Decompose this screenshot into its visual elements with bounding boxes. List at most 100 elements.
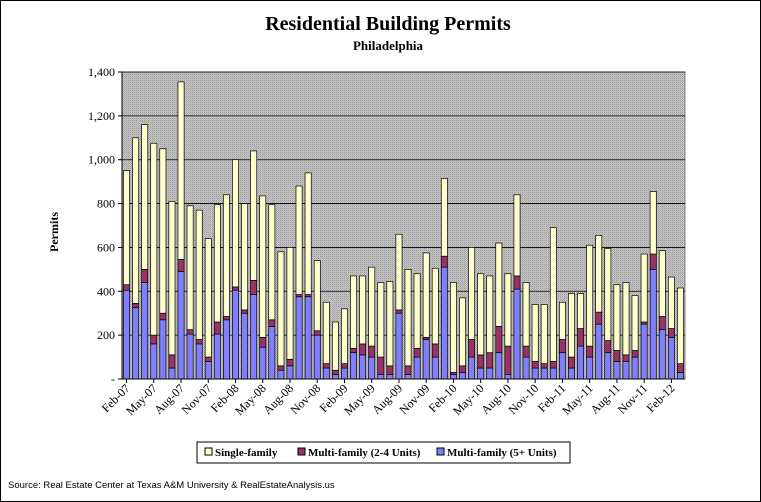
bar-segment-multi-family-2-4 [177, 259, 185, 272]
y-tick-label: 800 [97, 197, 115, 211]
bar-segment-multi-family-2-4 [132, 303, 140, 309]
bar-segment-multi-family-2-4 [586, 345, 594, 358]
bar-segment-single-family [395, 233, 403, 311]
bar-segment-multi-family-5plus [513, 288, 521, 380]
legend-swatch-multi-family-2-4 [297, 447, 306, 456]
bar-segment-single-family [277, 251, 285, 367]
bar-segment-multi-family-5plus [341, 367, 348, 380]
bar-segment-single-family [658, 250, 666, 317]
bar-segment-single-family [540, 304, 548, 365]
bar-segment-single-family [577, 293, 585, 329]
bar-segment-multi-family-5plus [422, 339, 430, 380]
bar-segment-multi-family-5plus [431, 356, 439, 380]
bar-segment-multi-family-2-4 [313, 330, 321, 336]
bar-segment-multi-family-2-4 [413, 347, 421, 358]
bar-segment-single-family [613, 284, 621, 351]
x-tick-label: Nov-10 [505, 381, 541, 417]
bar-segment-multi-family-2-4 [159, 312, 167, 321]
bar-segment-single-family [386, 281, 394, 367]
bar-segment-multi-family-2-4 [667, 328, 675, 338]
bar-segment-single-family [522, 282, 530, 347]
bar-segment-single-family [304, 172, 312, 295]
bar-segment-multi-family-5plus [613, 361, 621, 380]
bar-segment-single-family [222, 194, 230, 317]
bar-segment-multi-family-5plus [667, 336, 675, 380]
bar-segment-multi-family-5plus [595, 323, 603, 380]
bar-segment-multi-family-2-4 [395, 309, 403, 314]
chart-title: Residential Building Permits [265, 13, 511, 35]
bar-segment-single-family [132, 137, 140, 304]
bar-segment-multi-family-2-4 [522, 345, 530, 358]
bar-segment-multi-family-2-4 [568, 356, 575, 369]
bar-segment-multi-family-2-4 [431, 343, 439, 358]
bar-segment-multi-family-2-4 [150, 334, 158, 345]
bar-segment-single-family [232, 159, 239, 288]
bar-segment-multi-family-5plus [440, 266, 448, 380]
bar-segment-multi-family-5plus [577, 345, 585, 380]
bar-segment-single-family [141, 124, 149, 270]
bar-segment-multi-family-5plus [304, 296, 312, 380]
x-tick-label: Feb-12 [644, 381, 678, 415]
bar-segment-multi-family-5plus [359, 354, 367, 380]
bar-segment-single-family [341, 308, 348, 364]
bar-segment-single-family [268, 204, 276, 321]
bar-segment-single-family [259, 195, 267, 338]
bar-segment-single-family [450, 282, 457, 373]
bar-segment-multi-family-5plus [132, 307, 140, 380]
bar-segment-multi-family-5plus [531, 367, 539, 380]
x-tick-label: May-08 [232, 381, 269, 418]
bar-segment-multi-family-5plus [141, 282, 149, 380]
x-tick-label: Nov-11 [615, 381, 651, 417]
bar-segment-multi-family-2-4 [341, 363, 348, 369]
bar-segment-multi-family-5plus [313, 334, 321, 380]
bar-segment-multi-family-2-4 [286, 358, 294, 367]
x-tick-label: Nov-08 [288, 381, 324, 417]
bar-segment-multi-family-5plus [413, 356, 421, 380]
bar-segment-multi-family-2-4 [250, 279, 258, 295]
bar-segment-multi-family-2-4 [259, 336, 267, 348]
bar-segment-multi-family-2-4 [658, 316, 666, 331]
legend-box [196, 441, 571, 464]
bar-segment-multi-family-5plus [250, 294, 258, 380]
bar-segment-single-family [213, 204, 221, 323]
bar-segment-single-family [123, 170, 130, 286]
bar-segment-multi-family-2-4 [495, 326, 503, 354]
legend-swatch-single-family [204, 447, 213, 456]
bar-segment-multi-family-2-4 [186, 329, 194, 335]
x-axis-ticks: Feb-07May-07Aug-07Nov-07Feb-08May-08Aug-… [99, 379, 678, 418]
bar-segment-multi-family-2-4 [368, 345, 376, 358]
bar-segment-multi-family-5plus [204, 361, 212, 380]
bar-segment-multi-family-5plus [377, 374, 385, 380]
bar-segment-single-family [431, 267, 439, 345]
y-tick-label: 1,400 [88, 65, 115, 79]
bar-segment-multi-family-2-4 [631, 350, 639, 358]
bar-segment-multi-family-5plus [213, 333, 221, 380]
bar-segment-multi-family-5plus [222, 319, 230, 380]
bar-segment-multi-family-2-4 [531, 361, 539, 369]
bar-segment-multi-family-5plus [558, 352, 566, 380]
bar-segment-single-family [322, 301, 330, 365]
bar-segment-multi-family-5plus [241, 312, 249, 380]
bar-segment-multi-family-5plus [168, 367, 176, 380]
bar-segment-single-family [286, 247, 294, 360]
bar-segment-multi-family-2-4 [604, 340, 612, 354]
bar-segment-multi-family-2-4 [486, 352, 494, 369]
bar-segment-single-family [495, 242, 503, 327]
bar-segment-single-family [677, 287, 684, 365]
bar-segment-single-family [204, 238, 212, 358]
bar-segment-single-family [568, 293, 575, 358]
bar-segment-multi-family-2-4 [549, 361, 557, 369]
legend-label-multi-family-5plus: Multi-family (5+ Units) [447, 447, 557, 459]
bar-segment-multi-family-2-4 [595, 311, 603, 325]
bar-segment-single-family [468, 247, 476, 340]
bar-segment-single-family [649, 191, 657, 255]
bar-segment-multi-family-2-4 [613, 350, 621, 362]
bar-segment-multi-family-2-4 [123, 284, 130, 291]
legend-label-multi-family-2-4: Multi-family (2-4 Units) [308, 447, 421, 459]
bar-segment-single-family [631, 295, 639, 351]
bar-segment-single-family [586, 244, 594, 347]
bar-segment-multi-family-2-4 [477, 354, 485, 369]
bar-segment-multi-family-2-4 [377, 356, 385, 375]
chart-subtitle: Philadelphia [353, 38, 424, 53]
